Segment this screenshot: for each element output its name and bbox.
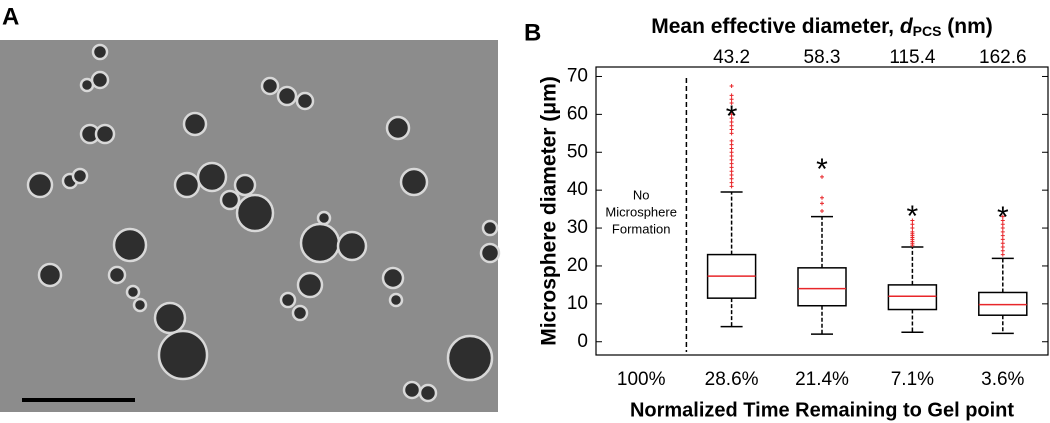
box xyxy=(978,291,1028,316)
outlier xyxy=(820,195,824,200)
title-text: Mean effective diameter, xyxy=(651,15,900,38)
y-tick-label: 40 xyxy=(567,179,588,200)
significance-mark: * xyxy=(816,153,828,186)
y-tick-label: 30 xyxy=(567,217,588,238)
outlier xyxy=(1000,226,1005,231)
outlier xyxy=(1000,252,1005,257)
y-axis-label: Microsphere diameter (μm) xyxy=(538,76,561,346)
outlier xyxy=(729,154,734,159)
top-tick-label: 115.4 xyxy=(889,47,936,68)
outlier xyxy=(1000,214,1005,219)
y-tick-label: 50 xyxy=(567,141,588,162)
box-group: * xyxy=(706,83,757,328)
outlier xyxy=(729,101,734,105)
outlier xyxy=(729,180,734,185)
outlier xyxy=(729,112,734,117)
significance-mark: * xyxy=(997,201,1009,234)
outlier xyxy=(1000,233,1005,238)
box xyxy=(797,267,847,307)
panel-label: A xyxy=(2,3,19,30)
x-tick-label: 3.6% xyxy=(981,369,1024,390)
outlier xyxy=(729,123,734,128)
note: Formation xyxy=(612,221,671,236)
outlier xyxy=(1000,241,1005,246)
outlier xyxy=(729,150,734,155)
outlier xyxy=(820,174,824,179)
outlier xyxy=(729,93,734,98)
note: Microsphere xyxy=(605,204,677,219)
outlier xyxy=(1000,218,1005,223)
outlier xyxy=(729,127,734,132)
outlier xyxy=(1000,229,1005,234)
outlier xyxy=(729,176,734,181)
y-tick-label: 0 xyxy=(577,331,588,352)
outlier xyxy=(729,173,734,177)
title-var: d xyxy=(900,15,914,38)
title-sub: PCS xyxy=(913,23,942,39)
y-tick-label: 70 xyxy=(567,65,588,86)
y-tick-label: 10 xyxy=(567,293,588,314)
outlier xyxy=(1000,248,1005,253)
outlier xyxy=(729,157,734,162)
outlier xyxy=(729,184,734,189)
outlier xyxy=(729,116,734,121)
outlier xyxy=(729,131,734,136)
top-tick-label: 58.3 xyxy=(804,47,841,68)
plot-frame xyxy=(595,66,1049,356)
top-tick-label: 162.6 xyxy=(979,47,1027,68)
box-group: * xyxy=(887,200,938,334)
panel-label: B xyxy=(524,19,541,46)
outlier xyxy=(910,229,915,234)
significance-mark: * xyxy=(907,200,919,233)
outlier xyxy=(729,138,734,143)
outlier xyxy=(729,169,734,174)
outlier xyxy=(729,97,734,102)
outlier xyxy=(1000,237,1005,242)
outlier xyxy=(1000,222,1005,227)
outlier xyxy=(729,142,734,147)
note: No xyxy=(633,187,650,202)
title-text: (nm) xyxy=(941,15,992,38)
significance-mark: * xyxy=(726,100,738,133)
outlier xyxy=(729,119,734,124)
y-tick-label: 20 xyxy=(567,255,588,276)
x-axis-label: Normalized Time Remaining to Gel point xyxy=(630,399,1014,421)
top-axis-title: Mean effective diameter, dPCS (nm) xyxy=(651,15,993,39)
outlier xyxy=(910,218,915,223)
outlier xyxy=(910,222,915,227)
x-tick-label: 7.1% xyxy=(891,369,934,390)
outlier xyxy=(1000,245,1005,249)
x-tick-label: 21.4% xyxy=(795,369,849,390)
micrograph xyxy=(0,40,501,412)
outlier xyxy=(820,201,824,206)
y-tick-label: 60 xyxy=(567,103,588,124)
outlier xyxy=(729,165,734,170)
x-tick-label: 28.6% xyxy=(705,369,759,390)
outlier xyxy=(729,146,734,151)
outlier xyxy=(820,209,824,213)
outlier xyxy=(729,161,734,166)
box-group: * xyxy=(978,201,1028,335)
top-tick-label: 43.2 xyxy=(713,47,750,68)
outlier xyxy=(729,108,734,113)
outlier xyxy=(729,83,734,88)
box xyxy=(887,284,938,311)
x-tick-label: 100% xyxy=(617,369,666,390)
outlier xyxy=(910,226,915,231)
box-group: * xyxy=(797,153,847,335)
